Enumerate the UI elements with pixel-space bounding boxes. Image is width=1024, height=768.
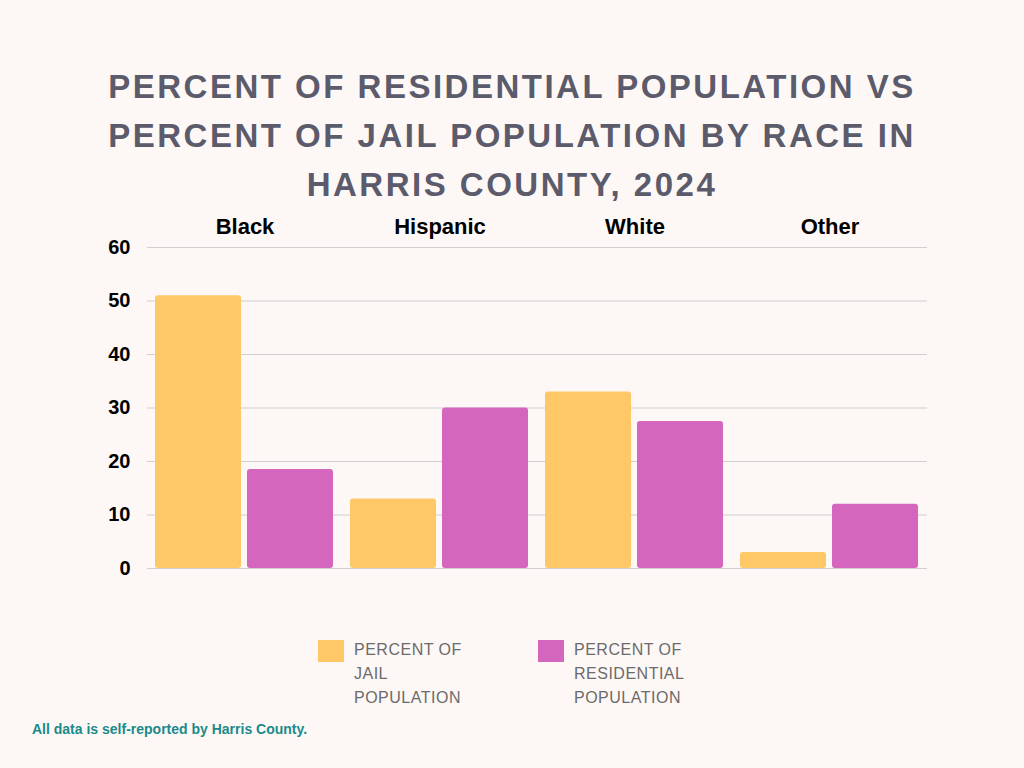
svg-text:White: White <box>605 214 665 239</box>
svg-text:40: 40 <box>108 343 130 365</box>
svg-text:Hispanic: Hispanic <box>394 214 486 239</box>
svg-text:10: 10 <box>108 503 130 525</box>
html-text:All data is self-reported by H: All data is self-reported by Harris Coun… <box>32 721 308 737</box>
svg-text:0: 0 <box>119 557 130 579</box>
svg-text:20: 20 <box>108 450 130 472</box>
svg-text:30: 30 <box>108 396 130 418</box>
html-text:PERCENT OF RESIDENTIAL POPULAT: PERCENT OF RESIDENTIAL POPULATION VS PER… <box>108 68 916 203</box>
svg-text:50: 50 <box>108 289 130 311</box>
svg-text:Other: Other <box>801 214 860 239</box>
html-text:PERCENT OF JAIL POPULATION: PERCENT OF JAIL POPULATION <box>354 641 462 706</box>
html-text:PERCENT OF RESIDENTIAL POPULAT: PERCENT OF RESIDENTIAL POPULATION <box>574 641 684 706</box>
svg-text:Black: Black <box>216 214 275 239</box>
svg-text:60: 60 <box>108 236 130 258</box>
